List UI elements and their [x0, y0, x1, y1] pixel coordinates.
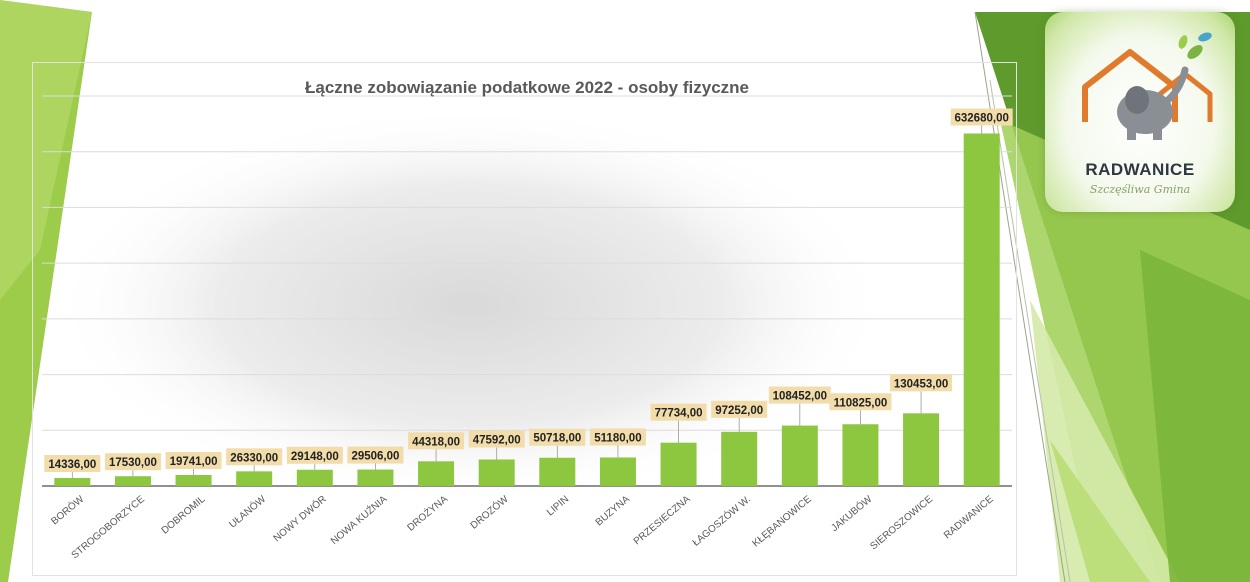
elephant-ear-icon	[1125, 86, 1149, 114]
data-label-background	[950, 108, 1013, 126]
bar	[114, 476, 151, 486]
data-label: 632680,00	[955, 113, 1009, 125]
right-diagonal-line-2	[989, 79, 1071, 582]
data-label-background	[286, 446, 343, 464]
category-label: BORÓW	[48, 492, 87, 527]
bars	[54, 133, 1000, 487]
data-label-background	[650, 403, 707, 421]
chart-title: Łączne zobowiązanie podatkowe 2022 - oso…	[305, 78, 749, 97]
leaf-icon-2	[1178, 35, 1188, 49]
leader-lines	[71, 125, 983, 479]
bar	[599, 457, 636, 486]
bar	[418, 461, 455, 486]
data-label: 44318,00	[412, 436, 460, 448]
data-label-background	[529, 428, 586, 446]
data-labels: 14336,00 17530,00 19741,00 26330,00 29148,00…	[44, 108, 1013, 473]
bar	[478, 459, 515, 486]
data-label-background	[711, 400, 768, 418]
data-label: 14336,00	[48, 459, 96, 471]
category-label: NOWA KUŹNIA	[328, 492, 390, 547]
data-label-background	[226, 448, 283, 466]
data-label: 29506,00	[351, 451, 399, 463]
chart-area	[32, 62, 1017, 576]
bar	[236, 471, 273, 486]
bar	[539, 457, 576, 486]
right-mid-wedge	[1140, 250, 1250, 582]
right-pale-wedge	[1030, 300, 1180, 582]
logo-tagline: Szczęśliwa Gmina	[1089, 183, 1191, 196]
category-label: JAKUBÓW	[828, 492, 875, 534]
bar	[296, 469, 333, 486]
bar	[175, 475, 212, 486]
data-label: 51180,00	[594, 432, 641, 444]
data-label-background	[589, 428, 646, 446]
bar	[781, 425, 818, 486]
data-label: 77734,00	[655, 408, 703, 420]
data-label-background	[44, 455, 101, 473]
data-label-background	[408, 432, 465, 450]
data-label: 26330,00	[230, 452, 278, 464]
data-label: 17530,00	[109, 457, 157, 469]
right-bright-wedge	[1050, 440, 1150, 582]
house-roof-icon	[1082, 49, 1178, 122]
bar	[660, 442, 697, 486]
logo-name: RADWANICE	[1085, 160, 1195, 179]
leaf-icon	[1187, 45, 1203, 59]
data-label-background	[768, 386, 831, 404]
category-label: RADWANICE	[942, 494, 996, 542]
category-label: BUZYNA	[594, 494, 632, 529]
left-green-stripe-shade	[0, 0, 92, 300]
category-label: SIEROSZOWICE	[868, 494, 935, 553]
data-label-background	[347, 446, 404, 464]
data-label: 97252,00	[715, 405, 763, 417]
bar	[903, 413, 940, 486]
bar	[357, 469, 394, 486]
category-label: DOBROMIL	[160, 494, 208, 537]
bar	[54, 478, 91, 486]
gridlines	[42, 95, 1012, 431]
data-label-background	[104, 453, 161, 471]
category-label: NOWY DWÓR	[270, 492, 328, 544]
data-label-background	[829, 393, 892, 411]
data-label-background	[890, 374, 953, 392]
bar	[842, 424, 879, 486]
data-label: 47592,00	[473, 434, 521, 446]
category-label: PRZESIECZNA	[632, 494, 693, 548]
leaf-icon-3	[1198, 32, 1212, 42]
data-label: 19741,00	[170, 456, 218, 468]
category-label: ŁAGOSZÓW W.	[689, 492, 753, 548]
right-diagonal-line	[974, 11, 1066, 582]
bar	[721, 431, 758, 486]
elephant-house-icon	[1082, 32, 1213, 140]
elephant-trunk-icon	[1159, 66, 1189, 108]
elephant-leg-icon-2	[1153, 124, 1162, 140]
elephant-leg-icon	[1127, 124, 1136, 140]
data-label: 50718,00	[533, 433, 581, 445]
category-label: UŁANÓW	[226, 492, 268, 531]
data-label-background	[468, 430, 525, 448]
data-label: 130453,00	[894, 378, 948, 390]
data-label: 29148,00	[291, 451, 339, 463]
radwanice-logo: RADWANICE Szczęśliwa Gmina	[1045, 12, 1235, 212]
bar	[963, 133, 1000, 487]
category-label: KŁĘBANOWICE	[750, 494, 814, 550]
data-label-background	[165, 452, 222, 470]
data-label: 110825,00	[834, 397, 888, 409]
data-label: 108452,00	[773, 391, 827, 403]
